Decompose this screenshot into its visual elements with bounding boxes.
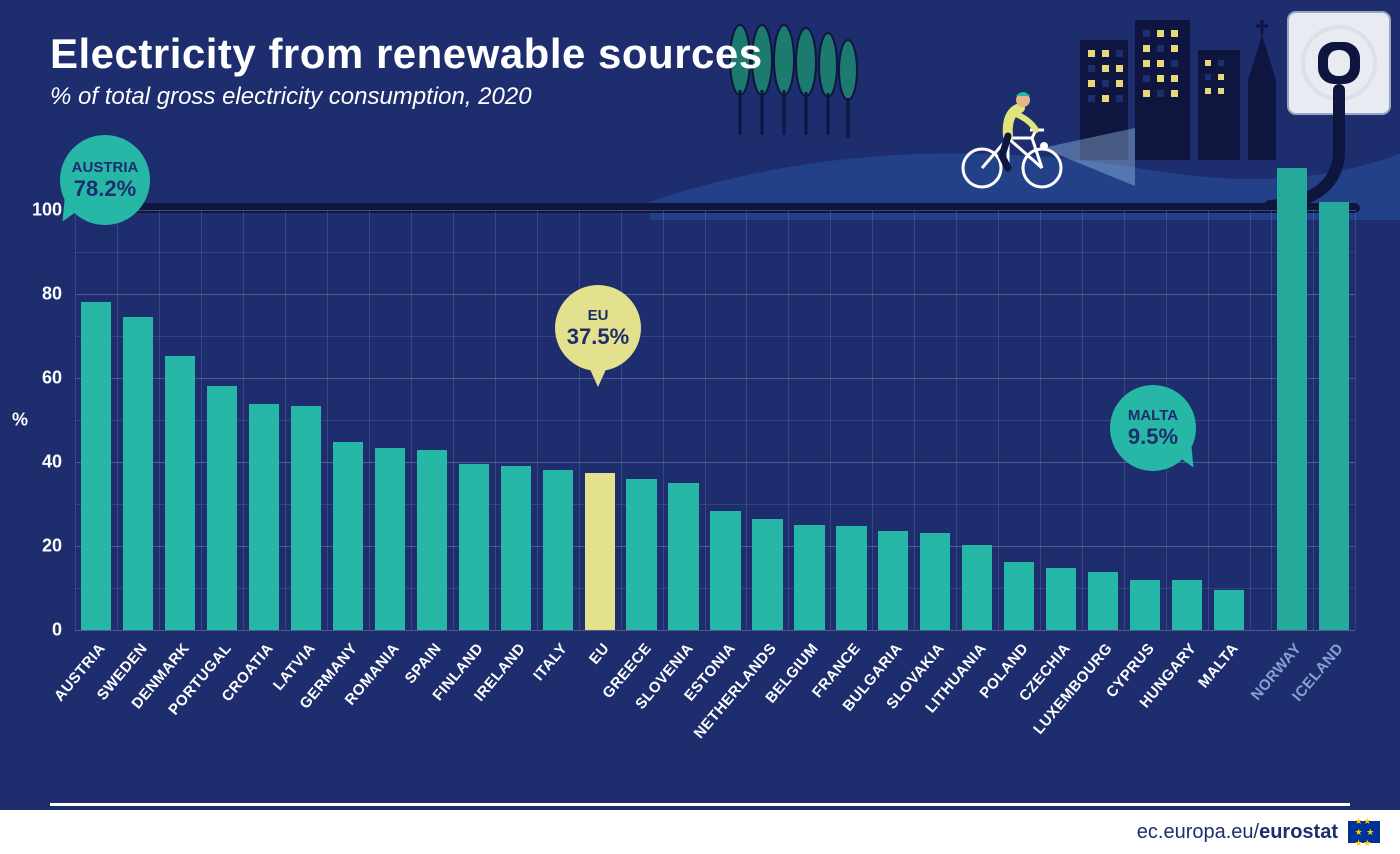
- chart-title: Electricity from renewable sources: [50, 30, 763, 78]
- bar-slot: [747, 210, 789, 630]
- callout-value: 37.5%: [567, 324, 629, 350]
- eu-flag-icon: ★ ★★ ★★ ★: [1348, 821, 1380, 843]
- chart-header: Electricity from renewable sources % of …: [50, 30, 763, 111]
- bar-slot: [285, 210, 327, 630]
- bar-slot: [75, 210, 117, 630]
- bar: [375, 448, 405, 630]
- callout-bubble: EU37.5%: [555, 285, 641, 371]
- bar: [1277, 168, 1307, 630]
- callout-value: 9.5%: [1128, 424, 1178, 450]
- callout-label: AUSTRIA: [72, 159, 139, 176]
- bar-slot: [453, 210, 495, 630]
- bar: [459, 464, 489, 630]
- buildings-group: [1080, 20, 1276, 160]
- bar-slot: [1040, 210, 1082, 630]
- bar: [794, 525, 824, 630]
- bar: [1319, 202, 1349, 630]
- power-socket: [1288, 12, 1390, 114]
- bar: [1004, 562, 1034, 630]
- bar-slot: [369, 210, 411, 630]
- x-label: EU: [586, 640, 613, 668]
- bar: [626, 479, 656, 630]
- callout-bubble: AUSTRIA78.2%: [60, 135, 150, 225]
- bar: [1130, 580, 1160, 630]
- bar: [585, 473, 615, 631]
- bar-overflow: [1319, 202, 1349, 210]
- chart-subtitle: % of total gross electricity consumption…: [50, 83, 763, 111]
- bar: [1214, 590, 1244, 630]
- y-axis: % 020406080100: [20, 210, 70, 630]
- x-label: SPAIN: [401, 640, 444, 687]
- bar: [668, 483, 698, 630]
- callout-label: MALTA: [1128, 407, 1178, 424]
- bar: [417, 450, 447, 630]
- bar: [836, 526, 866, 630]
- bar: [1172, 580, 1202, 630]
- bar-slot: [495, 210, 537, 630]
- bar: [81, 302, 111, 630]
- bar: [920, 533, 950, 630]
- bar-slot: [411, 210, 453, 630]
- bar: [1088, 572, 1118, 630]
- bar-overflow: [1277, 168, 1307, 210]
- footer-bar: ec.europa.eu/eurostat ★ ★★ ★★ ★: [0, 810, 1400, 854]
- footer-url-bold: eurostat: [1259, 821, 1338, 843]
- bar: [710, 511, 740, 630]
- y-tick: 40: [42, 452, 62, 473]
- bar-slot: [1208, 210, 1250, 630]
- bar-slot: [998, 210, 1040, 630]
- bar: [333, 442, 363, 630]
- bar-slot: [579, 210, 621, 630]
- callout-bubble: MALTA9.5%: [1110, 385, 1196, 471]
- bar: [249, 404, 279, 630]
- footer-divider: [50, 803, 1350, 806]
- bar-slot: [117, 210, 159, 630]
- callout-value: 78.2%: [74, 176, 136, 202]
- bar-slot: [956, 210, 998, 630]
- y-tick: 60: [42, 368, 62, 389]
- bar: [543, 470, 573, 630]
- bar: [752, 519, 782, 630]
- bar-slot: [705, 210, 747, 630]
- cyclist: [963, 92, 1135, 187]
- x-label: MALTA: [1195, 640, 1242, 691]
- bar-slot: [243, 210, 285, 630]
- y-axis-label: %: [12, 410, 28, 431]
- footer-url-prefix: ec.europa.eu/: [1137, 821, 1259, 843]
- bar: [165, 356, 195, 630]
- bar-slot: [788, 210, 830, 630]
- y-tick: 0: [52, 620, 62, 641]
- bar-slot: [159, 210, 201, 630]
- bar: [1046, 568, 1076, 630]
- bar-slot: [1313, 210, 1355, 630]
- x-label: ITALY: [530, 640, 571, 684]
- callout-label: EU: [588, 307, 609, 324]
- bar-slot: [201, 210, 243, 630]
- footer-text: ec.europa.eu/eurostat: [1137, 821, 1338, 844]
- y-tick: 20: [42, 536, 62, 557]
- bar: [962, 545, 992, 630]
- bar-slot: [830, 210, 872, 630]
- bar: [291, 406, 321, 630]
- bar-slot: [663, 210, 705, 630]
- bar-slot: [621, 210, 663, 630]
- bar-slot: [537, 210, 579, 630]
- bar: [501, 466, 531, 630]
- bar: [878, 531, 908, 630]
- y-tick: 80: [42, 284, 62, 305]
- bar: [207, 386, 237, 630]
- bar-slot: [1271, 210, 1313, 630]
- bar-slot: [872, 210, 914, 630]
- bar-slot: [327, 210, 369, 630]
- bar-slot: [914, 210, 956, 630]
- bar: [123, 317, 153, 630]
